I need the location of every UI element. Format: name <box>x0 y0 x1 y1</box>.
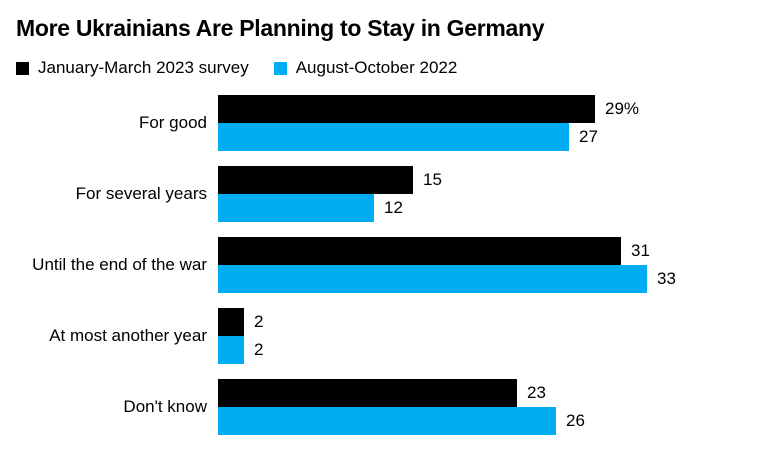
bar-chart: For good 29% 27 For several years 15 12 Until … <box>16 95 778 435</box>
value-label: 12 <box>384 198 403 217</box>
bar <box>218 265 647 293</box>
bar-group: At most another year 2 2 <box>16 308 778 364</box>
bar-pair: 15 12 <box>218 166 778 222</box>
bar-group: For several years 15 12 <box>16 166 778 222</box>
bar-row: 15 <box>218 166 778 194</box>
bar-pair: 31 33 <box>218 237 778 293</box>
bar-row: 23 <box>218 379 778 407</box>
bar-row: 12 <box>218 194 778 222</box>
bar <box>218 166 413 194</box>
bar-row: 27 <box>218 123 778 151</box>
value-label: 29% <box>605 99 640 118</box>
category-label: At most another year <box>49 326 207 345</box>
bar <box>218 194 374 222</box>
value-label: 2 <box>254 340 264 359</box>
value-label: 23 <box>527 383 546 402</box>
category-label: For good <box>138 113 207 132</box>
chart-title: More Ukrainians Are Planning to Stay in … <box>16 15 545 41</box>
value-label: 33 <box>657 269 676 288</box>
legend: January-March 2023 survey August-October… <box>16 58 778 78</box>
legend-label-2023: January-March 2023 survey <box>38 58 249 77</box>
value-label: 26 <box>566 411 585 430</box>
value-label: 27 <box>579 127 598 146</box>
bar <box>218 379 517 407</box>
value-label: 31 <box>631 241 650 260</box>
bar <box>218 407 556 435</box>
bar <box>218 336 244 364</box>
category-label: For several years <box>75 184 207 203</box>
bar-group: Don't know 23 26 <box>16 379 778 435</box>
legend-swatch-black-icon <box>16 61 29 75</box>
bar <box>218 308 244 336</box>
legend-item-2023: January-March 2023 survey <box>16 58 249 78</box>
bar-row: 33 <box>218 265 778 293</box>
bar-row: 31 <box>218 237 778 265</box>
category-label: Until the end of the war <box>32 255 207 274</box>
bar-group: Until the end of the war 31 33 <box>16 237 778 293</box>
value-label: 2 <box>254 312 264 331</box>
legend-swatch-blue-icon <box>273 61 287 75</box>
bar-row: 29% <box>218 95 778 123</box>
bar-group: For good 29% 27 <box>16 95 778 151</box>
bar-row: 2 <box>218 308 778 336</box>
bar <box>218 95 595 123</box>
bar-row: 26 <box>218 407 778 435</box>
legend-item-2022: August-October 2022 <box>273 58 458 78</box>
bar <box>218 237 621 265</box>
value-label: 15 <box>423 170 442 189</box>
bar-row: 2 <box>218 336 778 364</box>
bar-pair: 29% 27 <box>218 95 778 151</box>
bar-pair: 23 26 <box>218 379 778 435</box>
legend-label-2022: August-October 2022 <box>295 58 458 77</box>
category-label: Don't know <box>123 397 207 416</box>
bar <box>218 123 569 151</box>
